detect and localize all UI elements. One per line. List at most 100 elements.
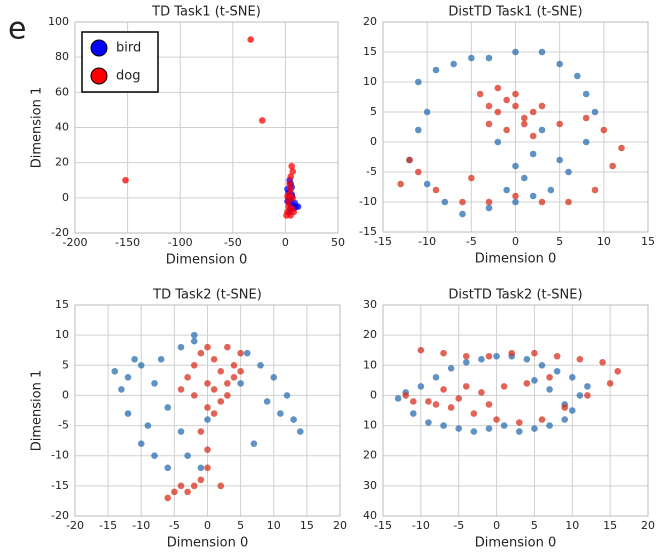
- x-tick-label: 20: [641, 519, 655, 532]
- point: [494, 84, 502, 92]
- x-tick-label: -100: [168, 236, 193, 249]
- point: [197, 476, 205, 484]
- point: [197, 428, 205, 435]
- point: [224, 343, 231, 351]
- y-tick-label: 0: [62, 388, 69, 401]
- point: [447, 404, 455, 411]
- point: [417, 346, 425, 354]
- x-tick-label: -10: [132, 519, 150, 532]
- x-tick-label: -5: [169, 519, 180, 532]
- point: [190, 482, 198, 490]
- point: [556, 120, 563, 128]
- point: [184, 488, 191, 496]
- y-tick-label: 5: [62, 358, 69, 371]
- x-axis-label: Dimension 0: [167, 536, 249, 551]
- point: [137, 361, 145, 369]
- x-axis-label: Dimension 0: [475, 252, 557, 267]
- x-tick-label: -10: [418, 235, 436, 248]
- point: [409, 398, 417, 405]
- point: [546, 386, 553, 393]
- point: [190, 361, 198, 369]
- point: [561, 416, 569, 423]
- point: [284, 192, 291, 200]
- point: [210, 386, 218, 393]
- legend-marker: [90, 39, 108, 57]
- y-tick-label: -20: [51, 226, 69, 239]
- point: [485, 401, 493, 408]
- y-tick-label: 0: [370, 135, 377, 148]
- point: [459, 198, 466, 206]
- point: [296, 428, 304, 435]
- point: [440, 386, 447, 393]
- y-tick-label: -5: [366, 165, 377, 178]
- point: [204, 464, 211, 472]
- y-tick-label: -15: [359, 225, 377, 238]
- point: [614, 368, 622, 375]
- point: [263, 398, 271, 405]
- point: [529, 108, 537, 116]
- point: [529, 132, 537, 140]
- y-tick-label: 60: [55, 85, 69, 98]
- point: [204, 343, 211, 351]
- point: [450, 60, 457, 68]
- point: [468, 174, 475, 182]
- point: [561, 404, 569, 411]
- y-tick-label: 20: [363, 328, 377, 341]
- x-tick-label: -200: [63, 236, 88, 249]
- legend-label: dog: [116, 69, 140, 84]
- point: [111, 368, 119, 375]
- point: [230, 374, 238, 381]
- x-axis-label: Dimension 0: [166, 253, 248, 268]
- chart-title: TD Task1 (t-SNE): [151, 5, 261, 20]
- point: [217, 368, 225, 375]
- point: [568, 407, 576, 414]
- y-tick-label: 30: [363, 479, 377, 492]
- x-tick-label: 10: [565, 519, 579, 532]
- point: [455, 425, 463, 432]
- point: [224, 380, 231, 387]
- x-tick-label: 0: [512, 235, 519, 248]
- point: [529, 192, 537, 200]
- point: [177, 482, 185, 490]
- point: [171, 488, 178, 496]
- plot-frame: [382, 21, 649, 233]
- x-tick-label: 20: [333, 519, 347, 532]
- point: [409, 410, 417, 417]
- point: [258, 117, 266, 124]
- legend-marker: [90, 67, 108, 85]
- point: [283, 392, 291, 399]
- y-tick-label: 10: [363, 419, 377, 432]
- y-tick-label: 15: [363, 45, 377, 58]
- point: [582, 138, 590, 146]
- point: [508, 349, 516, 357]
- point: [485, 204, 493, 212]
- point: [402, 392, 410, 399]
- point: [546, 422, 553, 429]
- point: [197, 464, 205, 472]
- x-tick-label: -10: [412, 519, 430, 532]
- point: [415, 78, 422, 86]
- point: [441, 198, 449, 206]
- plot-frame: [382, 304, 649, 517]
- point: [546, 374, 553, 381]
- chart-title: DistTD Task1 (t-SNE): [448, 5, 582, 20]
- point: [584, 383, 591, 390]
- y-tick-label: 40: [363, 509, 377, 522]
- y-tick-label: 20: [55, 156, 69, 169]
- y-tick-label: -10: [51, 449, 69, 462]
- point: [417, 383, 425, 390]
- point: [177, 386, 185, 393]
- point: [500, 383, 508, 390]
- point: [538, 361, 546, 369]
- point: [286, 180, 293, 188]
- y-tick-label: 20: [363, 15, 377, 28]
- point: [118, 386, 125, 393]
- point: [553, 368, 561, 375]
- point: [512, 90, 519, 98]
- point: [190, 392, 198, 399]
- point: [512, 48, 519, 56]
- point: [538, 416, 546, 423]
- point: [565, 168, 572, 176]
- point: [447, 365, 455, 372]
